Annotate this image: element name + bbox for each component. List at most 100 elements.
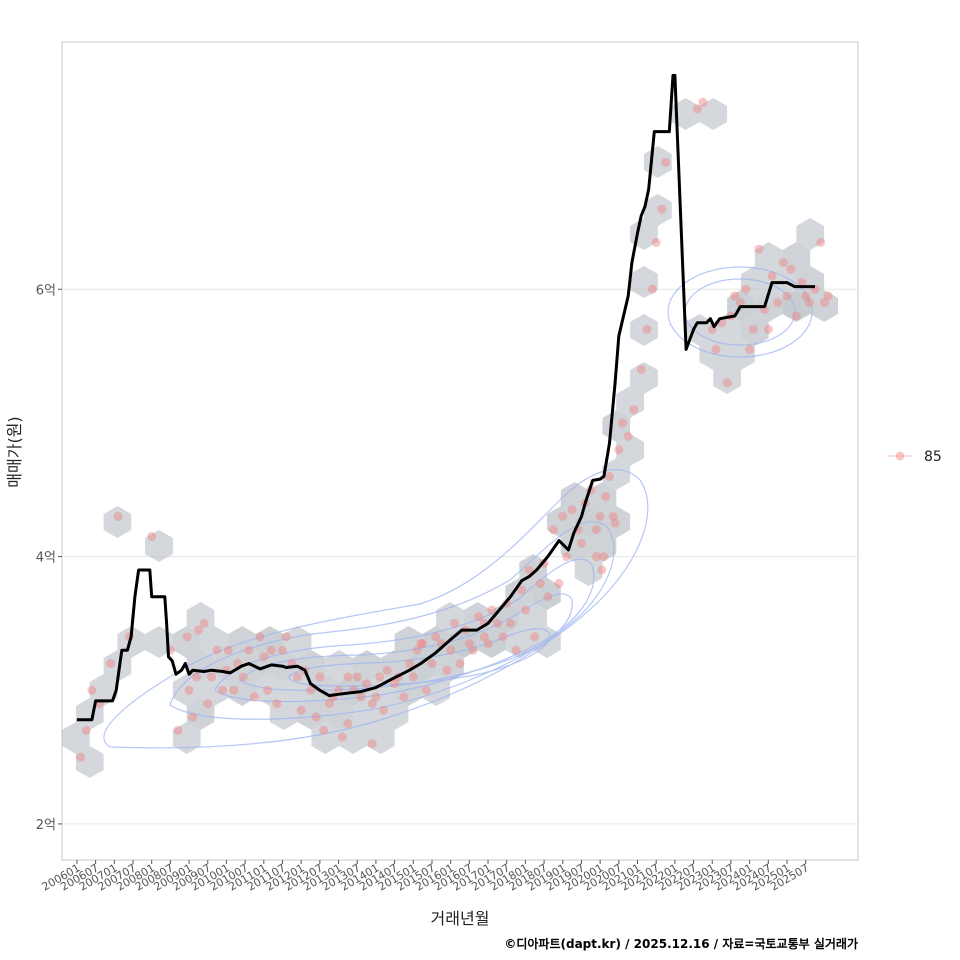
data-point: [184, 685, 194, 695]
data-point: [722, 378, 732, 388]
hexbin-cell: [103, 650, 132, 682]
legend-label: 85: [924, 449, 942, 465]
hexbin-cell: [533, 578, 561, 610]
average-price-line: [76, 73, 815, 722]
hexbin-cell: [671, 98, 700, 130]
data-point: [767, 271, 777, 281]
data-point: [530, 632, 540, 642]
data-point: [203, 699, 213, 709]
hexbin-cell: [644, 194, 672, 226]
contour-path: [214, 558, 595, 703]
data-point: [106, 659, 116, 669]
hexbin-cell: [519, 602, 547, 634]
data-point: [623, 431, 633, 441]
data-point: [741, 284, 751, 294]
data-point: [362, 679, 372, 689]
data-point: [604, 471, 614, 481]
data-point: [735, 298, 745, 308]
data-point: [446, 645, 456, 655]
data-point: [192, 672, 202, 682]
contour-path: [288, 628, 551, 687]
data-point: [748, 324, 758, 334]
data-point: [819, 298, 829, 308]
contour-path: [103, 469, 649, 749]
data-point: [266, 645, 276, 655]
data-point: [647, 284, 657, 294]
hexbin-cell: [228, 626, 256, 658]
legend[interactable]: 85: [888, 449, 942, 465]
hexbin-cell: [89, 674, 118, 706]
hexbin-cell: [145, 530, 173, 562]
data-point: [498, 632, 508, 642]
hexbin-cell: [269, 698, 298, 730]
data-point: [212, 645, 222, 655]
hexbin-cell: [630, 362, 658, 394]
data-point: [113, 511, 123, 521]
hexbin-cell: [103, 506, 132, 538]
data-point: [786, 264, 796, 274]
data-point: [487, 605, 497, 615]
data-point: [418, 638, 428, 648]
data-point: [356, 692, 366, 702]
data-point: [442, 665, 452, 675]
hexbin-cell: [713, 314, 741, 346]
y-tick-label: 4억: [36, 551, 56, 566]
hexbin-cell: [436, 650, 464, 682]
data-point: [343, 672, 353, 682]
hexbin-cell: [713, 362, 741, 394]
hexbin-cell: [630, 314, 658, 346]
hexbin-cell: [699, 98, 728, 130]
hexbin-cell: [630, 266, 658, 298]
hexbin-cell: [588, 482, 617, 514]
data-point: [511, 645, 521, 655]
data-point: [281, 632, 291, 642]
data-point: [698, 97, 708, 107]
data-point: [375, 672, 385, 682]
data-point: [306, 685, 316, 695]
data-point: [778, 258, 788, 268]
data-point: [421, 685, 431, 695]
data-point: [576, 538, 586, 548]
data-point: [378, 705, 388, 715]
data-point: [782, 291, 792, 301]
data-point: [791, 311, 801, 321]
hexbin-cell: [214, 650, 243, 682]
data-point: [431, 632, 441, 642]
hexbin-cell: [810, 290, 838, 322]
data-point: [449, 618, 459, 628]
data-point: [315, 672, 325, 682]
hexbin-cell: [796, 218, 825, 250]
data-point: [76, 752, 86, 762]
data-point: [543, 592, 553, 602]
data-point: [636, 364, 646, 374]
data-point: [479, 632, 489, 642]
hexbin-cell: [574, 554, 603, 586]
hexbin-cell: [741, 314, 769, 346]
data-point: [427, 659, 437, 669]
scatter-points: [76, 97, 833, 762]
y-tick-label: 6억: [36, 283, 56, 298]
data-point: [730, 291, 740, 301]
data-point: [711, 344, 721, 354]
hexbin-cell: [75, 746, 104, 778]
data-point: [754, 244, 764, 254]
data-point: [801, 291, 811, 301]
data-point: [371, 692, 381, 702]
hexbin-cell: [62, 722, 90, 754]
data-point: [517, 585, 527, 595]
hexbin-cell: [325, 650, 353, 682]
data-point: [238, 672, 248, 682]
data-point: [399, 692, 409, 702]
data-point: [492, 618, 502, 628]
hexbin-cell: [727, 338, 755, 370]
gridlines: [62, 288, 858, 825]
data-point: [548, 525, 558, 535]
data-point: [601, 491, 611, 501]
hexbin-cell: [75, 698, 104, 730]
hexbin-cell: [339, 674, 367, 706]
data-point: [296, 705, 306, 715]
data-point: [272, 699, 282, 709]
contour-path: [169, 520, 615, 720]
data-point: [87, 685, 97, 695]
